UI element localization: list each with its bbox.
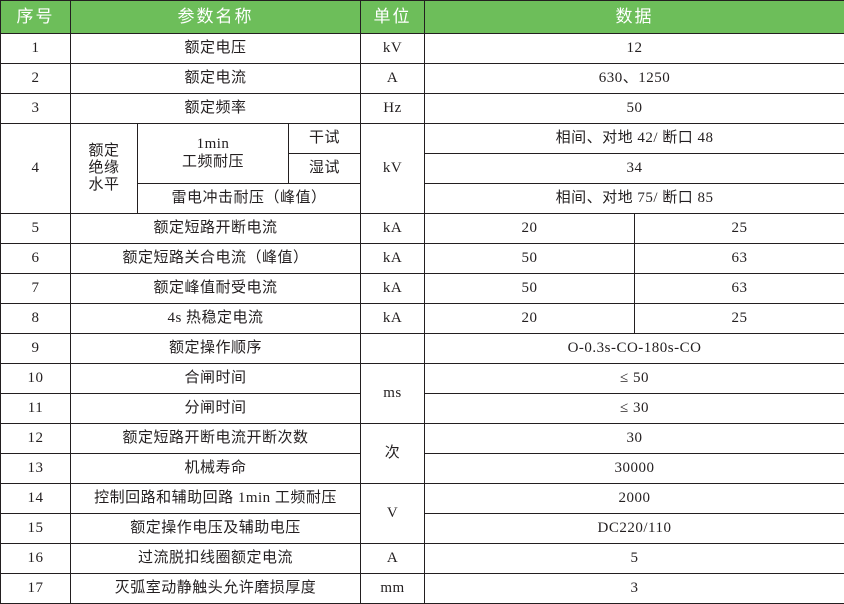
table-body: 1 额定电压 kV 12 2 额定电流 A 630、1250 3 额定频率 Hz… xyxy=(1,34,844,604)
row-index: 1 xyxy=(1,34,71,64)
row-unit: kA xyxy=(361,274,425,304)
row-index: 14 xyxy=(1,484,71,514)
row-data-value: 3 xyxy=(425,574,844,604)
row-index: 7 xyxy=(1,274,71,304)
row-index: 10 xyxy=(1,364,71,394)
row-index: 15 xyxy=(1,514,71,544)
row-unit: Hz xyxy=(361,94,425,124)
dry-test-value: 相间、对地 42/ 断口 48 xyxy=(425,124,844,154)
row-data-value: 630、1250 xyxy=(425,64,844,94)
row-data-left: 50 xyxy=(425,244,635,274)
row-index: 16 xyxy=(1,544,71,574)
row-index: 17 xyxy=(1,574,71,604)
table-header: 序号 参数名称 单位 数据 xyxy=(1,1,844,34)
row-parameter-name: 分闸时间 xyxy=(71,394,361,424)
row-parameter-name: 机械寿命 xyxy=(71,454,361,484)
row-data-value: ≤ 30 xyxy=(425,394,844,424)
row-parameter-name: 额定操作电压及辅助电压 xyxy=(71,514,361,544)
row-index: 5 xyxy=(1,214,71,244)
row-data-value: 50 xyxy=(425,94,844,124)
row-parameter-name: 额定电流 xyxy=(71,64,361,94)
table-row: 10 合闸时间 ms ≤ 50 xyxy=(1,364,844,394)
row-index: 12 xyxy=(1,424,71,454)
table-row: 12 额定短路开断电流开断次数 次 30 xyxy=(1,424,844,454)
row-parameter-name: 额定短路开断电流开断次数 xyxy=(71,424,361,454)
dry-test-label: 干试 xyxy=(289,124,361,154)
row-data-left: 20 xyxy=(425,304,635,334)
row-index: 8 xyxy=(1,304,71,334)
power-frequency-withstand-label: 1min 工频耐压 xyxy=(138,124,289,184)
row-parameter-name: 4s 热稳定电流 xyxy=(71,304,361,334)
row-unit-times: 次 xyxy=(361,424,425,484)
table-row: 8 4s 热稳定电流 kA 20 25 xyxy=(1,304,844,334)
row-data-value: O-0.3s-CO-180s-CO xyxy=(425,334,844,364)
row-data-left: 50 xyxy=(425,274,635,304)
row-data-right: 25 xyxy=(635,214,844,244)
row-unit: kV xyxy=(361,124,425,214)
header-index: 序号 xyxy=(1,1,71,34)
row-unit: mm xyxy=(361,574,425,604)
insulation-level-group-label: 额定绝缘水平 xyxy=(71,124,138,214)
row-unit-volt: V xyxy=(361,484,425,544)
row-index: 4 xyxy=(1,124,71,214)
table-row: 6 额定短路关合电流（峰值） kA 50 63 xyxy=(1,244,844,274)
row-data-value: 30000 xyxy=(425,454,844,484)
wet-test-label: 湿试 xyxy=(289,154,361,184)
row-data-value: 5 xyxy=(425,544,844,574)
withstand-line-2: 工频耐压 xyxy=(141,154,285,171)
row-parameter-name: 额定操作顺序 xyxy=(71,334,361,364)
row-index: 11 xyxy=(1,394,71,424)
row-unit-ms: ms xyxy=(361,364,425,424)
header-row: 序号 参数名称 单位 数据 xyxy=(1,1,844,34)
row-unit: A xyxy=(361,64,425,94)
header-unit: 单位 xyxy=(361,1,425,34)
row-unit: kV xyxy=(361,34,425,64)
row-data-value: 2000 xyxy=(425,484,844,514)
row-unit: kA xyxy=(361,244,425,274)
row-parameter-name: 合闸时间 xyxy=(71,364,361,394)
table-row: 16 过流脱扣线圈额定电流 A 5 xyxy=(1,544,844,574)
header-data: 数据 xyxy=(425,1,844,34)
row-data-value: 12 xyxy=(425,34,844,64)
table-row: 2 额定电流 A 630、1250 xyxy=(1,64,844,94)
table-row: 17 灭弧室动静触头允许磨损厚度 mm 3 xyxy=(1,574,844,604)
row-unit-empty xyxy=(361,334,425,364)
row-index: 9 xyxy=(1,334,71,364)
row-data-left: 20 xyxy=(425,214,635,244)
table-row-insulation-dry: 4 额定绝缘水平 1min 工频耐压 干试 kV 相间、对地 42/ 断口 48 xyxy=(1,124,844,154)
row-data-right: 63 xyxy=(635,274,844,304)
row-index: 6 xyxy=(1,244,71,274)
row-index: 2 xyxy=(1,64,71,94)
row-parameter-name: 额定频率 xyxy=(71,94,361,124)
row-data-right: 25 xyxy=(635,304,844,334)
table-row: 9 额定操作顺序 O-0.3s-CO-180s-CO xyxy=(1,334,844,364)
wet-test-value: 34 xyxy=(425,154,844,184)
row-parameter-name: 额定峰值耐受电流 xyxy=(71,274,361,304)
row-parameter-name: 额定短路开断电流 xyxy=(71,214,361,244)
row-index: 3 xyxy=(1,94,71,124)
row-unit: kA xyxy=(361,304,425,334)
row-index: 13 xyxy=(1,454,71,484)
row-unit: kA xyxy=(361,214,425,244)
row-data-value: 30 xyxy=(425,424,844,454)
row-data-value: DC220/110 xyxy=(425,514,844,544)
table-row: 3 额定频率 Hz 50 xyxy=(1,94,844,124)
lightning-impulse-label: 雷电冲击耐压（峰值） xyxy=(138,184,361,214)
lightning-impulse-value: 相间、对地 75/ 断口 85 xyxy=(425,184,844,214)
row-parameter-name: 额定电压 xyxy=(71,34,361,64)
table-row: 5 额定短路开断电流 kA 20 25 xyxy=(1,214,844,244)
header-parameter: 参数名称 xyxy=(71,1,361,34)
row-data-right: 63 xyxy=(635,244,844,274)
row-parameter-name: 过流脱扣线圈额定电流 xyxy=(71,544,361,574)
row-parameter-name: 灭弧室动静触头允许磨损厚度 xyxy=(71,574,361,604)
table-row: 7 额定峰值耐受电流 kA 50 63 xyxy=(1,274,844,304)
row-parameter-name: 控制回路和辅助回路 1min 工频耐压 xyxy=(71,484,361,514)
table-row: 1 额定电压 kV 12 xyxy=(1,34,844,64)
table-row: 14 控制回路和辅助回路 1min 工频耐压 V 2000 xyxy=(1,484,844,514)
row-unit: A xyxy=(361,544,425,574)
withstand-line-1: 1min xyxy=(141,136,285,153)
row-parameter-name: 额定短路关合电流（峰值） xyxy=(71,244,361,274)
row-data-value: ≤ 50 xyxy=(425,364,844,394)
